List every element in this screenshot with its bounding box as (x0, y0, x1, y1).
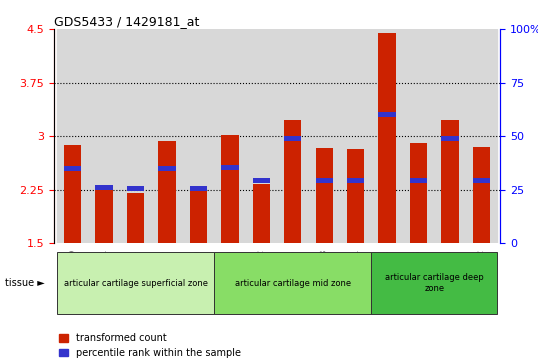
Bar (308, 29, 340, 243)
Bar (410, 178, 427, 183)
Text: GDS5433 / 1429181_at: GDS5433 / 1429181_at (54, 15, 199, 28)
Bar (57, 29, 88, 243)
Text: tissue ►: tissue ► (5, 278, 45, 288)
Bar (441, 136, 459, 141)
Bar (340, 29, 371, 243)
Bar (221, 165, 238, 170)
Text: articular cartilage deep
zone: articular cartilage deep zone (385, 273, 484, 293)
Bar (190, 188, 207, 243)
Bar (347, 178, 364, 183)
Bar (403, 29, 434, 243)
Legend: transformed count, percentile rank within the sample: transformed count, percentile rank withi… (59, 333, 241, 358)
Bar (371, 29, 403, 243)
Bar (284, 121, 301, 243)
Bar (120, 29, 151, 243)
Bar (410, 143, 427, 243)
Bar (441, 121, 459, 243)
Bar (253, 184, 270, 243)
Bar (190, 187, 207, 191)
FancyBboxPatch shape (371, 252, 497, 314)
Bar (95, 185, 113, 190)
Bar (253, 178, 270, 183)
Bar (347, 149, 364, 243)
Bar (246, 29, 277, 243)
Bar (316, 148, 333, 243)
Bar (183, 29, 214, 243)
Text: articular cartilage mid zone: articular cartilage mid zone (235, 279, 351, 287)
Bar (158, 141, 175, 243)
Bar (127, 193, 144, 243)
Bar (88, 29, 120, 243)
Bar (379, 33, 396, 243)
Bar (434, 29, 466, 243)
FancyBboxPatch shape (214, 252, 371, 314)
Bar (379, 112, 396, 117)
Bar (473, 178, 490, 183)
Bar (64, 166, 81, 171)
Bar (277, 29, 308, 243)
Text: articular cartilage superficial zone: articular cartilage superficial zone (63, 279, 208, 287)
Bar (284, 136, 301, 141)
Bar (95, 189, 113, 243)
Bar (214, 29, 246, 243)
Bar (316, 178, 333, 183)
Bar (473, 147, 490, 243)
Bar (221, 135, 238, 243)
FancyBboxPatch shape (57, 252, 214, 314)
Bar (158, 166, 175, 171)
Bar (151, 29, 183, 243)
Bar (466, 29, 497, 243)
Bar (64, 146, 81, 243)
Bar (127, 187, 144, 191)
